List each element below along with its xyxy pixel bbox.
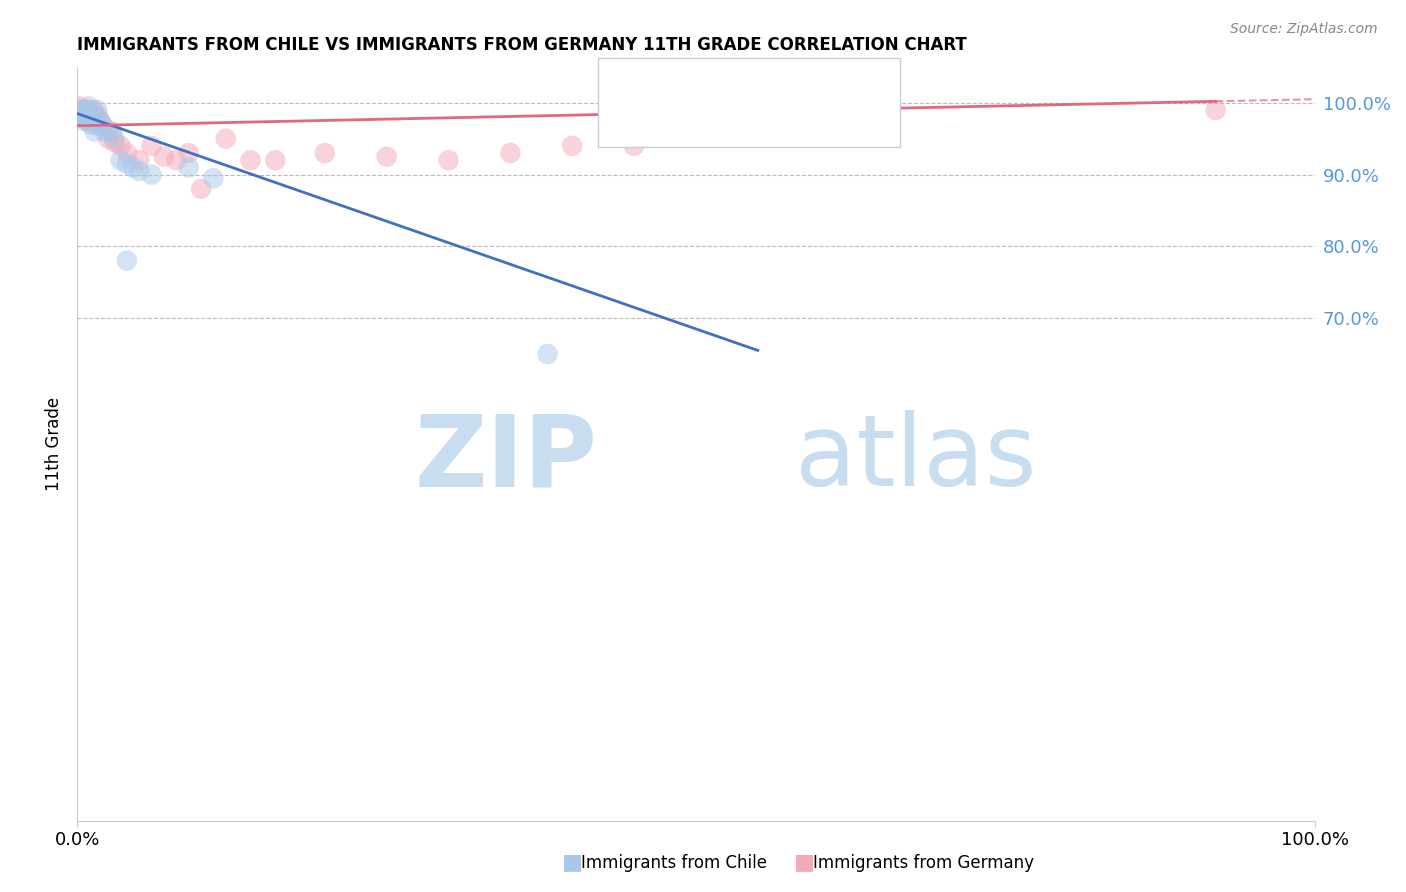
Text: IMMIGRANTS FROM CHILE VS IMMIGRANTS FROM GERMANY 11TH GRADE CORRELATION CHART: IMMIGRANTS FROM CHILE VS IMMIGRANTS FROM… — [77, 37, 967, 54]
Text: R = -0.640   N = 29: R = -0.640 N = 29 — [644, 65, 821, 83]
Point — [264, 153, 287, 168]
Point — [72, 113, 94, 128]
Point — [67, 103, 90, 117]
Text: ZIP: ZIP — [415, 410, 598, 508]
Point — [239, 153, 262, 168]
Text: R =  0.499   N = 42: R = 0.499 N = 42 — [644, 105, 821, 123]
Point — [80, 117, 103, 131]
Point — [80, 110, 103, 124]
Point — [75, 106, 97, 120]
Point — [499, 146, 522, 161]
Point — [69, 99, 91, 113]
Y-axis label: 11th Grade: 11th Grade — [45, 397, 63, 491]
Point — [190, 182, 212, 196]
Point — [73, 103, 96, 117]
Point — [623, 139, 645, 153]
Point — [83, 106, 105, 120]
Point — [437, 153, 460, 168]
Point — [141, 168, 163, 182]
Point — [75, 110, 97, 124]
Point — [84, 117, 107, 131]
Point — [72, 103, 94, 117]
Point — [375, 150, 398, 164]
Text: Source: ZipAtlas.com: Source: ZipAtlas.com — [1230, 22, 1378, 37]
Text: ■: ■ — [794, 853, 815, 872]
Point — [91, 117, 114, 131]
Point — [561, 139, 583, 153]
Point — [115, 253, 138, 268]
Point — [1205, 103, 1227, 117]
Point — [97, 131, 120, 145]
Point — [87, 110, 110, 124]
Point — [101, 124, 124, 138]
Point — [115, 157, 138, 171]
Point — [808, 124, 831, 138]
Point — [215, 131, 238, 145]
Point — [128, 164, 150, 178]
Point — [76, 113, 98, 128]
Point — [89, 113, 111, 128]
Point — [72, 110, 94, 124]
Point — [177, 146, 200, 161]
Point — [79, 110, 101, 124]
Point — [72, 106, 94, 120]
Point — [536, 347, 558, 361]
Point — [77, 103, 100, 117]
Point — [82, 103, 104, 117]
Point — [69, 103, 91, 117]
Point — [165, 153, 187, 168]
Point — [110, 153, 132, 168]
Text: Immigrants from Germany: Immigrants from Germany — [813, 855, 1033, 872]
Point — [103, 131, 125, 145]
Point — [110, 139, 132, 153]
Point — [82, 113, 104, 128]
Point — [93, 124, 115, 138]
Point — [86, 103, 108, 117]
Text: ■: ■ — [562, 853, 583, 872]
Point — [91, 117, 114, 131]
Point — [83, 124, 105, 138]
Point — [76, 113, 98, 128]
Point — [314, 146, 336, 161]
Point — [79, 106, 101, 120]
Point — [82, 106, 104, 120]
Point — [177, 161, 200, 175]
Point — [70, 106, 93, 120]
Point — [103, 136, 125, 150]
Point — [82, 113, 104, 128]
Point — [115, 146, 138, 161]
Point — [89, 113, 111, 128]
Point — [141, 139, 163, 153]
Point — [77, 99, 100, 113]
Point — [73, 106, 96, 120]
Point — [128, 153, 150, 168]
Point — [70, 103, 93, 117]
Point — [202, 171, 225, 186]
Point — [84, 113, 107, 128]
Point — [86, 117, 108, 131]
Point — [93, 120, 115, 135]
Text: Immigrants from Chile: Immigrants from Chile — [581, 855, 766, 872]
Point — [122, 161, 145, 175]
Point — [97, 124, 120, 138]
Point — [153, 150, 176, 164]
Text: atlas: atlas — [794, 410, 1036, 508]
